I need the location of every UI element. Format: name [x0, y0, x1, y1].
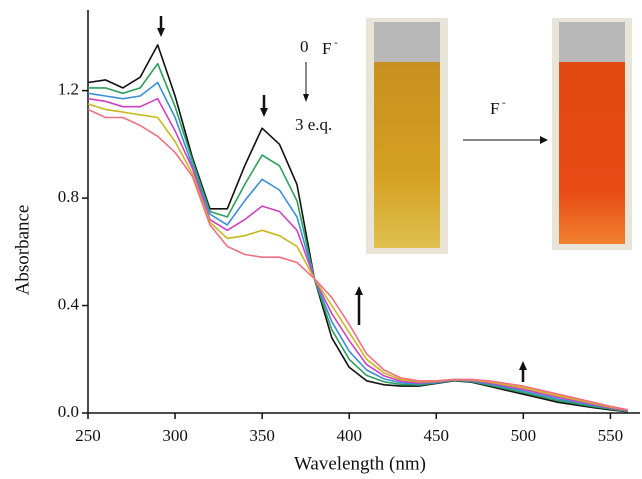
x-tick-label: 500 — [511, 426, 537, 445]
spectrum-line — [88, 62, 628, 413]
y-axis-label: Absorbance — [12, 205, 33, 296]
annotation: F — [322, 39, 331, 58]
arrows — [157, 16, 527, 382]
spectrum-line — [87, 97, 628, 412]
x-tick-label: 550 — [598, 426, 624, 445]
x-tick-label: 400 — [336, 426, 362, 445]
spectrum-line — [87, 108, 628, 411]
x-tick-label: 350 — [249, 426, 275, 445]
spectrum-line — [87, 81, 628, 412]
y-tick-label: 0.0 — [58, 402, 79, 421]
x-axis-label: Wavelength (nm) — [294, 453, 426, 474]
inset-photo — [366, 18, 632, 254]
annotation: 3 e.q. — [295, 115, 332, 134]
y-tick-label: 1.2 — [58, 80, 79, 99]
spectrum-line — [87, 103, 628, 411]
y-tick-label: 0.8 — [58, 187, 79, 206]
x-tick-label: 450 — [424, 426, 450, 445]
annotation: - — [502, 97, 506, 109]
spectrum-line — [87, 44, 628, 413]
x-tick-label: 300 — [162, 426, 188, 445]
x-tick-label: 250 — [75, 426, 101, 445]
annotation: F — [490, 99, 499, 118]
y-tick-label: 0.4 — [58, 294, 80, 313]
annotation: - — [334, 37, 338, 49]
annotation: 0 — [300, 37, 309, 56]
